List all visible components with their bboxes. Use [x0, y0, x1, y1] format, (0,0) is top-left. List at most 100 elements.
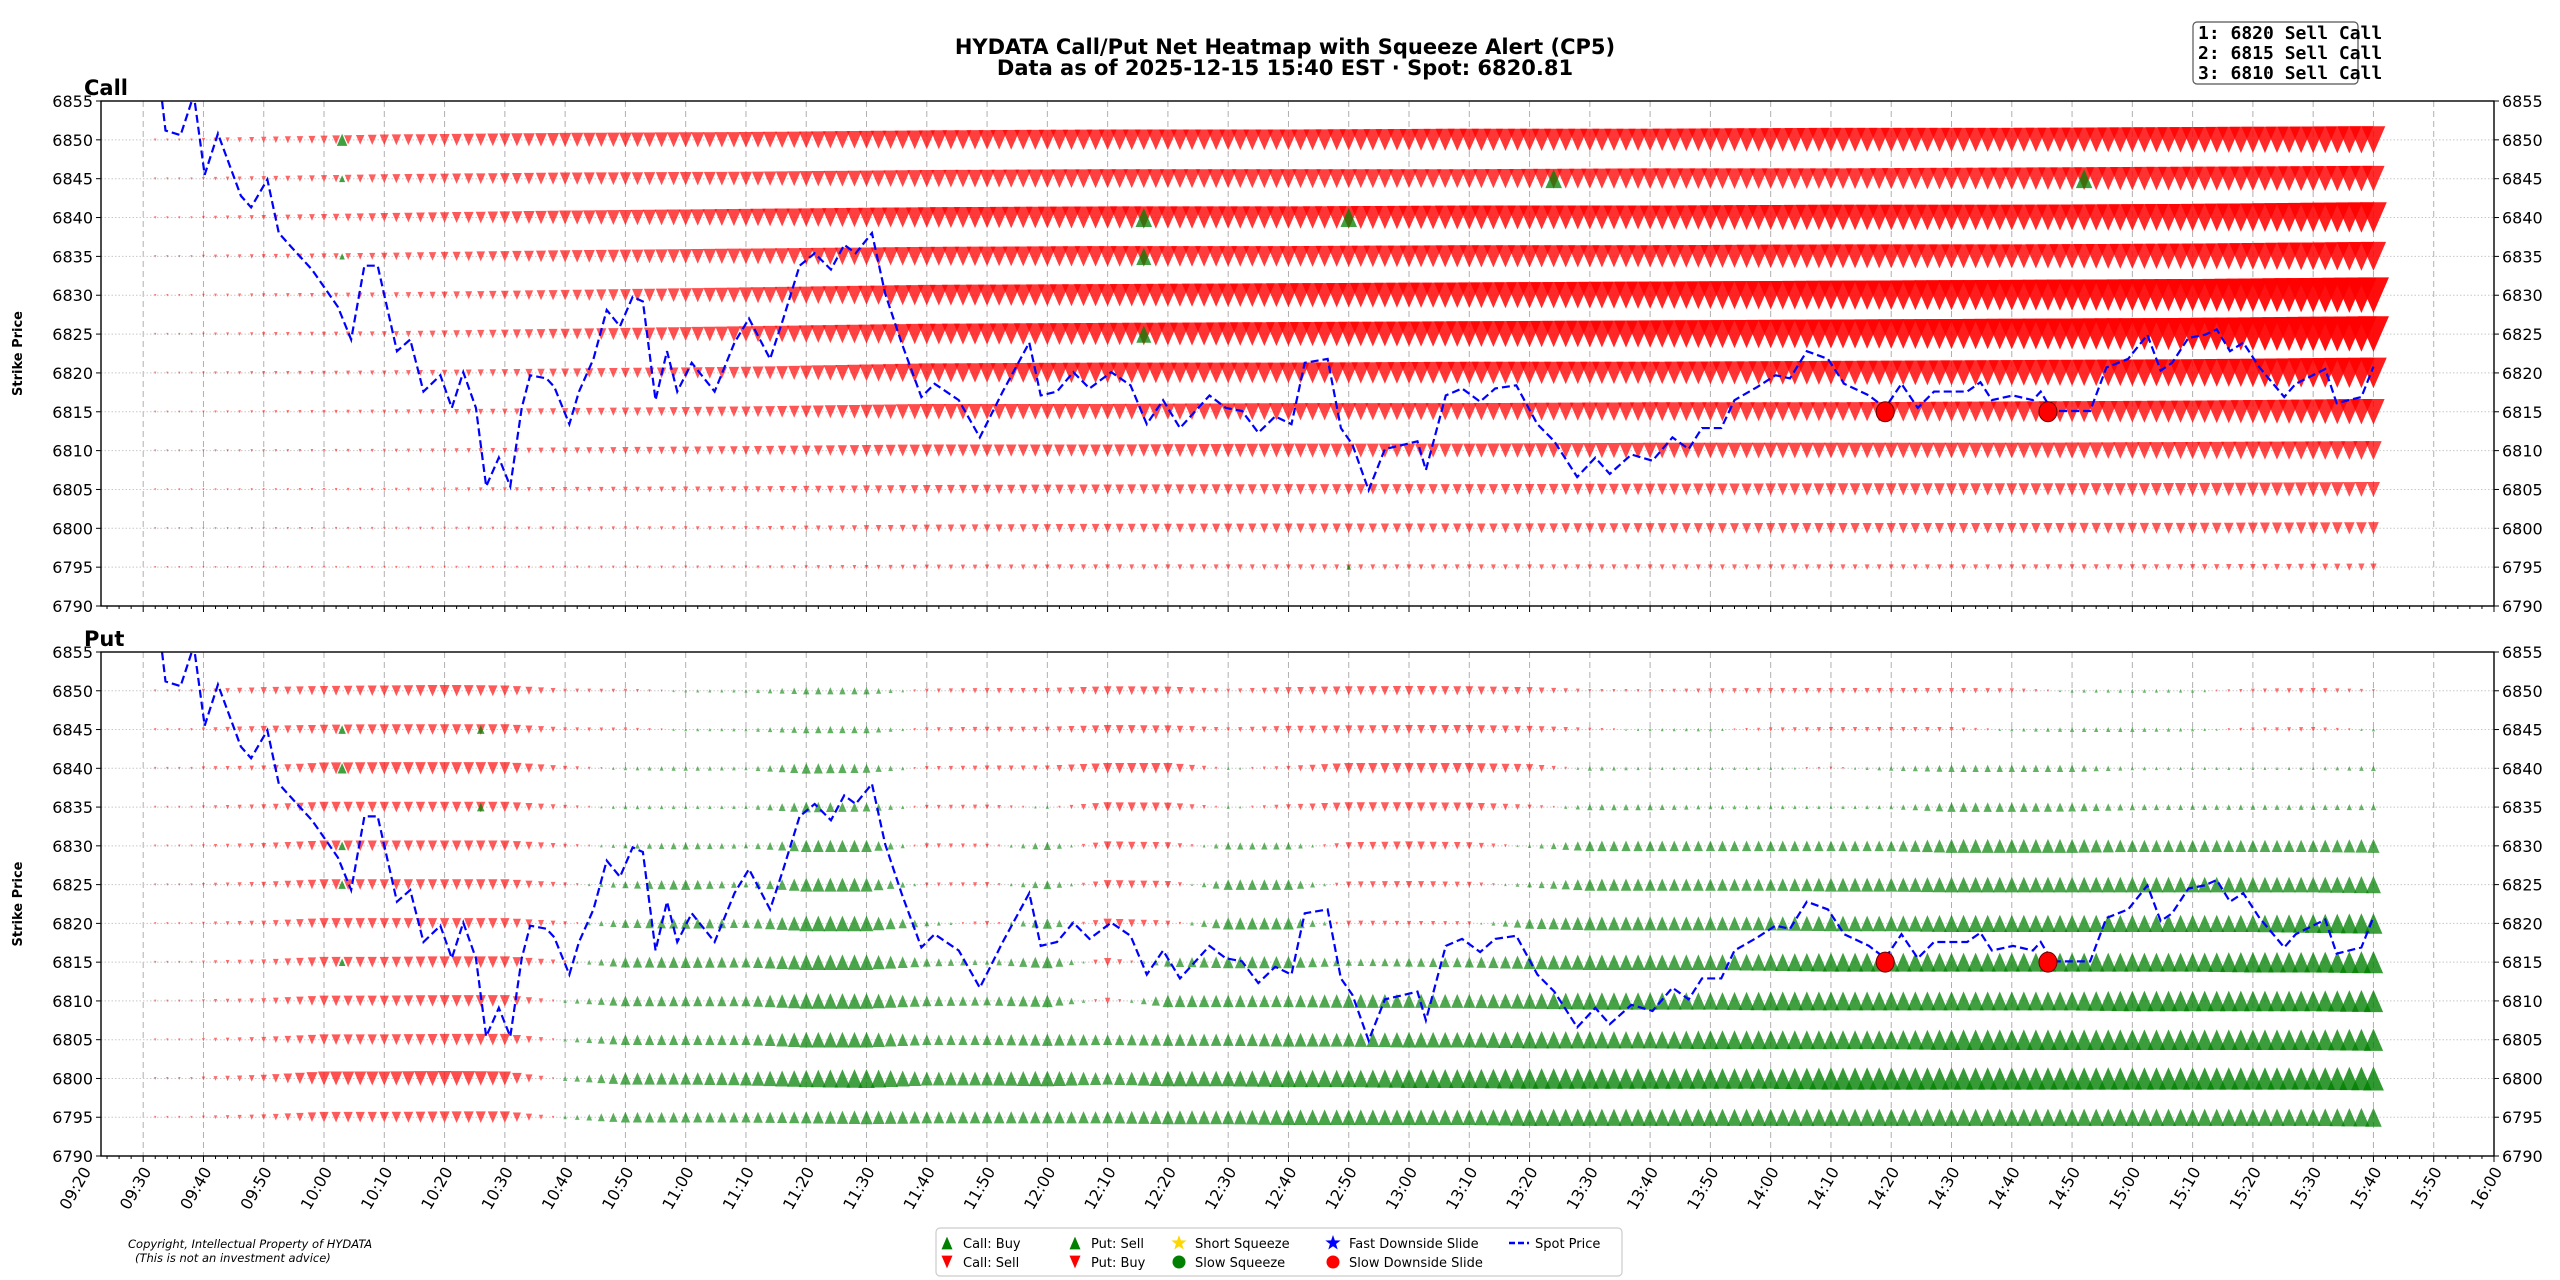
sell-marker — [1822, 402, 1840, 422]
sell-marker — [154, 960, 157, 964]
sell-marker — [660, 728, 663, 731]
sell-marker — [440, 251, 449, 261]
sell-marker — [286, 293, 290, 298]
buy-marker — [2135, 990, 2154, 1012]
sell-marker — [621, 367, 630, 378]
buy-marker — [1510, 993, 1525, 1009]
sell-marker — [538, 1075, 544, 1082]
sell-marker — [1055, 524, 1064, 533]
sell-marker — [1207, 169, 1225, 189]
sell-marker — [623, 486, 628, 493]
sell-marker — [1551, 765, 1556, 771]
sell-marker — [1140, 725, 1148, 734]
buy-marker — [1680, 878, 1692, 891]
buy-marker — [1908, 915, 1923, 932]
sell-marker — [1028, 403, 1043, 420]
sell-marker — [178, 332, 181, 336]
sell-marker — [1329, 403, 1345, 421]
sell-marker — [1244, 403, 1260, 421]
buy-marker — [884, 1110, 897, 1124]
sell-marker — [2125, 442, 2140, 459]
sell-marker — [431, 565, 434, 569]
sell-marker — [262, 293, 266, 298]
sell-marker — [1081, 843, 1086, 848]
sell-marker — [1335, 882, 1339, 887]
buy-marker — [1486, 1109, 1501, 1126]
sell-marker — [1303, 362, 1322, 384]
sell-marker — [1404, 802, 1414, 812]
buy-marker — [2040, 914, 2056, 933]
buy-marker — [1330, 1032, 1343, 1047]
sell-marker — [1344, 686, 1353, 696]
sell-marker — [925, 882, 929, 887]
spot-price-line — [160, 652, 2375, 1044]
sell-marker — [575, 727, 580, 732]
sell-marker — [1538, 687, 1545, 695]
sell-marker — [1190, 844, 1194, 848]
sell-marker — [1091, 484, 1100, 495]
sell-marker — [1888, 564, 1894, 570]
buy-marker — [1257, 1109, 1271, 1125]
sell-marker — [995, 484, 1004, 495]
buy-marker — [824, 877, 837, 892]
sell-marker — [1949, 564, 1954, 570]
sell-marker — [238, 488, 241, 491]
sell-marker — [1127, 523, 1136, 533]
buy-marker — [2360, 728, 2363, 731]
sell-marker — [1215, 805, 1218, 809]
sell-marker — [2067, 522, 2077, 534]
buy-marker — [2160, 952, 2177, 972]
sell-marker — [550, 765, 556, 772]
buy-marker — [1366, 1109, 1380, 1126]
buy-marker — [718, 880, 726, 889]
buy-marker — [1737, 1068, 1756, 1089]
buy-marker — [1317, 1109, 1332, 1126]
buy-marker — [741, 1111, 751, 1123]
buy-marker — [981, 1111, 993, 1124]
buy-marker — [1017, 1111, 1029, 1124]
sell-marker — [178, 805, 181, 809]
sell-marker — [499, 762, 511, 775]
sell-marker — [574, 486, 580, 492]
sell-marker — [442, 487, 447, 492]
sell-marker — [2199, 522, 2210, 534]
sell-marker — [751, 248, 765, 265]
sell-marker — [731, 486, 737, 493]
sell-marker — [319, 956, 329, 968]
sell-marker — [382, 409, 387, 414]
buy-marker — [2246, 876, 2260, 893]
buy-marker — [657, 918, 666, 929]
sell-marker — [2105, 564, 2111, 571]
sell-marker — [391, 134, 402, 146]
sell-marker — [883, 170, 898, 188]
buy-marker — [2094, 727, 2099, 733]
buy-marker — [1237, 842, 1244, 850]
sell-marker — [1569, 168, 1587, 189]
sell-marker — [441, 369, 448, 377]
buy-marker — [2215, 728, 2218, 731]
sell-marker — [1693, 523, 1703, 534]
sell-marker — [948, 688, 954, 694]
buy-marker — [2070, 688, 2074, 693]
buy-marker — [2255, 1029, 2274, 1051]
sell-marker — [286, 449, 290, 453]
sell-marker — [1280, 169, 1297, 189]
sell-marker — [475, 211, 486, 224]
buy-marker — [1761, 1068, 1780, 1089]
buy-marker — [2270, 876, 2284, 893]
sell-marker — [500, 840, 510, 852]
sell-marker — [1908, 442, 1923, 459]
buy-marker — [1671, 804, 1677, 810]
sell-marker — [882, 130, 899, 150]
buy-marker — [1042, 994, 1053, 1008]
y-tick-label-right: 6850 — [2502, 682, 2543, 701]
sell-marker — [1345, 842, 1352, 850]
buy-marker — [1032, 881, 1039, 889]
buy-marker — [2099, 1029, 2118, 1051]
sell-marker — [720, 565, 724, 569]
sell-marker — [238, 332, 242, 336]
buy-marker — [644, 956, 655, 968]
buy-marker — [848, 1110, 861, 1125]
sell-marker — [499, 995, 510, 1007]
